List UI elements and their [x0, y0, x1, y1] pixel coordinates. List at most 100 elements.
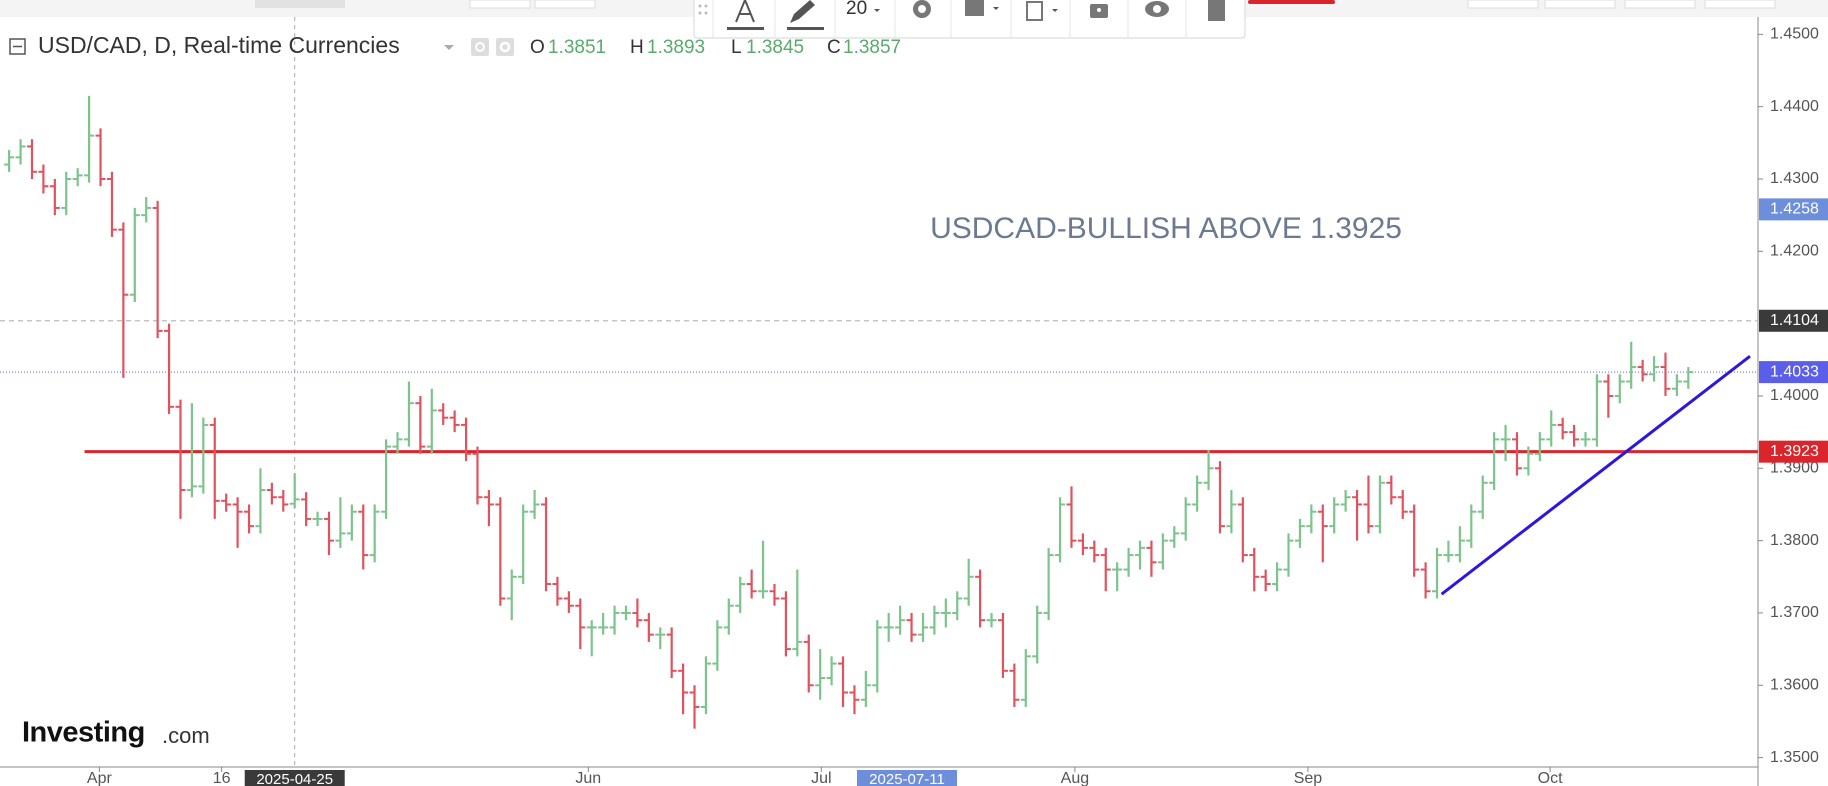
layers-icon[interactable]: [965, 0, 984, 16]
ohlc-bar: [586, 620, 597, 657]
ohlc-bar: [369, 504, 380, 563]
ohlc-bar: [164, 323, 175, 415]
top-button[interactable]: [1624, 0, 1696, 9]
ohlc-bar: [1489, 432, 1500, 490]
ohlc-label: L: [731, 37, 742, 58]
font-size-dropdown[interactable]: [874, 9, 880, 12]
top-button[interactable]: [534, 0, 596, 9]
ohlc-bar: [1135, 540, 1146, 570]
ohlc-bar: [906, 612, 917, 642]
ohlc-bar: [1249, 547, 1260, 592]
ohlc-bar: [1180, 497, 1191, 541]
ohlc-bar: [26, 139, 37, 180]
ohlc-bar: [917, 612, 928, 642]
ohlc-bar: [72, 168, 83, 187]
ohlc-bar: [4, 150, 15, 172]
ohlc-bar: [1077, 533, 1088, 556]
ohlc-bar: [1523, 446, 1534, 476]
ohlc-bar: [529, 489, 540, 519]
ohlc-bar: [1409, 504, 1420, 577]
ohlc-bar: [1329, 497, 1340, 534]
visibility-icon[interactable]: [471, 38, 489, 56]
ohlc-bar: [1683, 367, 1694, 389]
ohlc-bar: [1626, 341, 1637, 389]
crosshair-label: 2025-04-25: [256, 771, 333, 786]
ohlc-bar: [575, 598, 586, 650]
y-tick-label: 1.3600: [1770, 676, 1819, 693]
top-button[interactable]: [255, 0, 345, 8]
ohlc-bar: [323, 511, 334, 556]
ohlc-bar: [723, 598, 734, 635]
ohlc-bar: [1306, 504, 1317, 534]
clone-icon[interactable]: [1026, 1, 1043, 21]
ohlc-bar: [301, 492, 312, 527]
ohlc-bar: [152, 200, 163, 339]
ohlc-bar: [1100, 547, 1111, 592]
ohlc-bar: [312, 511, 323, 527]
ohlc-bar: [186, 403, 197, 498]
ohlc-bar: [1546, 410, 1557, 447]
price-label: 1.4104: [1770, 312, 1819, 329]
ohlc-bar: [620, 605, 631, 621]
ohlc-bar: [849, 685, 860, 715]
ohlc-bar: [826, 656, 837, 686]
ohlc-bar: [563, 591, 574, 613]
text-tool-icon[interactable]: [735, 0, 755, 23]
pencil-icon[interactable]: [790, 0, 815, 23]
toolbar-handle[interactable]: [698, 4, 708, 15]
ohlc-bar: [1386, 475, 1397, 505]
ohlc-bar: [632, 598, 643, 628]
ohlc-bar: [461, 417, 472, 462]
ohlc-bar: [1169, 526, 1180, 548]
top-button[interactable]: [1704, 0, 1776, 9]
y-tick-label: 1.3900: [1770, 460, 1819, 477]
trash-icon[interactable]: [1208, 0, 1225, 21]
plot-area: [0, 17, 1758, 767]
ohlc-bar: [472, 446, 483, 505]
y-tick-label: 1.4300: [1770, 170, 1819, 187]
ohlc-bar: [1649, 356, 1660, 382]
ohlc-bar: [61, 171, 72, 216]
ohlc-bar: [49, 179, 60, 216]
ohlc-bar: [209, 417, 220, 519]
crosshair-label-bg: [244, 770, 345, 786]
price-label-bg: [1759, 361, 1828, 384]
lines-layer: [0, 17, 1758, 767]
ohlc-bar: [1397, 489, 1408, 519]
ohlc-bar: [872, 620, 883, 693]
title-dropdown[interactable]: [444, 45, 454, 50]
visibility-icon-eye: [475, 42, 485, 52]
ohlc-bar: [735, 576, 746, 613]
lock-keyhole: [1097, 8, 1101, 12]
annotation: USDCAD-BULLISH ABOVE 1.3925: [930, 212, 1402, 245]
ohlc-bar: [1192, 475, 1203, 512]
ohlc-bar: [1374, 475, 1385, 534]
layers-dropdown[interactable]: [993, 7, 999, 10]
y-tick-label: 1.3500: [1770, 749, 1819, 766]
clone-dropdown[interactable]: [1052, 9, 1058, 12]
top-red-button[interactable]: [1248, 0, 1335, 4]
text-color-bar: [727, 27, 764, 30]
ohlc-label: O: [530, 37, 545, 58]
settings-icon[interactable]: [496, 38, 514, 56]
ohlc-bar: [643, 612, 654, 642]
ohlc-bar: [1352, 489, 1363, 541]
ohlc-bar: [803, 634, 814, 693]
top-button[interactable]: [1467, 0, 1539, 9]
ohlc-bar: [860, 670, 871, 707]
ohlc-label: H: [630, 37, 644, 58]
top-button[interactable]: [469, 0, 531, 9]
ohlc-bar: [244, 504, 255, 534]
x-tick-label: Oct: [1538, 770, 1563, 786]
ohlc-value: 1.3893: [647, 37, 705, 58]
collapse-icon[interactable]: [9, 38, 26, 55]
toolbar: 20: [693, 0, 1246, 39]
top-button[interactable]: [1544, 0, 1616, 9]
ohlc-bar: [1614, 374, 1625, 404]
font-size-value[interactable]: 20: [846, 0, 867, 19]
ohlc-bar: [1466, 504, 1477, 548]
ohlc-bar: [266, 482, 277, 505]
trendline: [1440, 355, 1751, 596]
ohlc-bar: [1260, 569, 1271, 592]
ohlc-bar: [838, 656, 849, 707]
